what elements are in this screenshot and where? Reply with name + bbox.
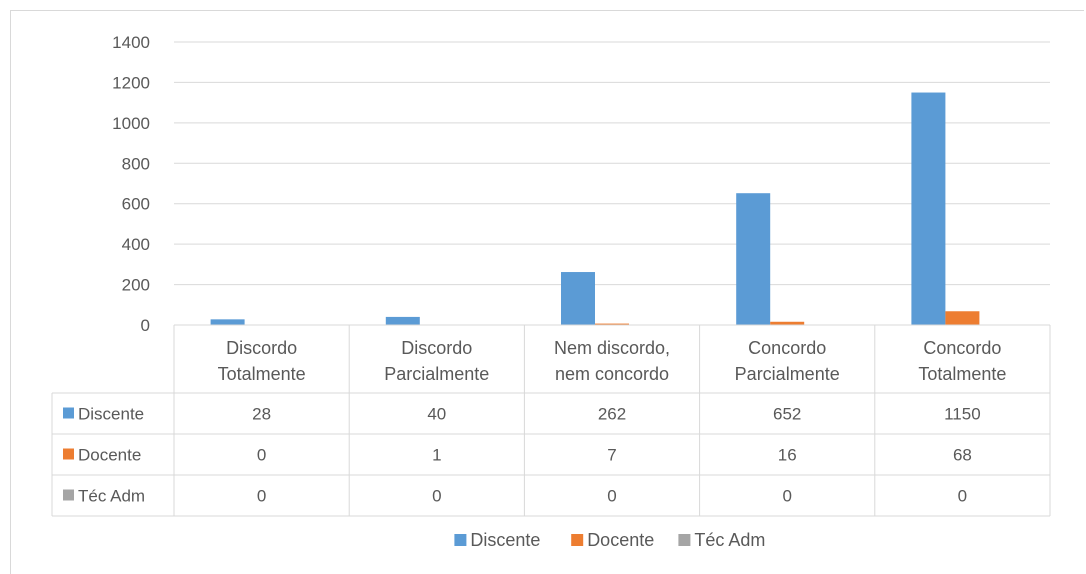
series-swatch	[63, 407, 74, 419]
bar-discente	[911, 92, 946, 326]
data-table-value: 28	[252, 405, 271, 424]
data-table-value: 0	[958, 487, 967, 506]
bar-discente	[561, 272, 595, 325]
data-table-value: 652	[773, 405, 801, 424]
bar-discente	[736, 193, 771, 325]
legend-swatch	[678, 534, 691, 546]
bar-docente	[595, 323, 629, 325]
legend-label: Téc Adm	[694, 530, 765, 550]
data-table-value: 1150	[944, 405, 981, 424]
y-tick-label: 800	[122, 154, 150, 173]
series-swatch	[63, 448, 74, 460]
series-label: Discente	[78, 405, 144, 424]
data-table-value: 0	[257, 446, 266, 465]
data-table-value: 40	[427, 405, 446, 424]
series-swatch	[63, 489, 74, 501]
bar-discente	[210, 319, 245, 325]
legend-swatch	[571, 534, 584, 546]
category-label: Concordo	[923, 338, 1001, 358]
category-label: Totalmente	[918, 364, 1006, 384]
y-tick-label: 1000	[112, 114, 150, 133]
legend-label: Docente	[587, 530, 654, 550]
category-label: Nem discordo,	[554, 338, 670, 358]
category-label: Discordo	[401, 338, 472, 358]
bar-docente	[770, 321, 805, 325]
y-tick-label: 1400	[112, 33, 150, 52]
category-label: Discordo	[226, 338, 297, 358]
legend-swatch	[454, 534, 467, 546]
category-label: nem concordo	[555, 364, 669, 384]
category-label: Concordo	[748, 338, 826, 358]
category-label: Parcialmente	[735, 364, 840, 384]
y-tick-label: 400	[122, 235, 150, 254]
category-label: Parcialmente	[384, 364, 489, 384]
y-tick-label: 200	[122, 276, 150, 295]
data-table-value: 7	[607, 446, 616, 465]
data-table-value: 262	[598, 405, 626, 424]
chart-area	[10, 10, 1084, 574]
y-tick-label: 600	[122, 195, 150, 214]
data-table-value: 0	[782, 487, 791, 506]
series-label: Téc Adm	[78, 487, 145, 506]
series-label: Docente	[78, 446, 141, 465]
category-label: Totalmente	[218, 364, 306, 384]
data-table-value: 68	[953, 446, 972, 465]
y-tick-label: 0	[141, 316, 150, 335]
data-table-value: 16	[778, 446, 797, 465]
bar-docente	[945, 311, 980, 325]
legend-label: Discente	[470, 530, 540, 550]
data-table-value: 0	[257, 487, 266, 506]
data-table-value: 1	[432, 446, 441, 465]
data-table-value: 0	[432, 487, 441, 506]
bar-discente	[385, 316, 420, 325]
y-tick-label: 1200	[112, 73, 150, 92]
data-table-value: 0	[607, 487, 616, 506]
